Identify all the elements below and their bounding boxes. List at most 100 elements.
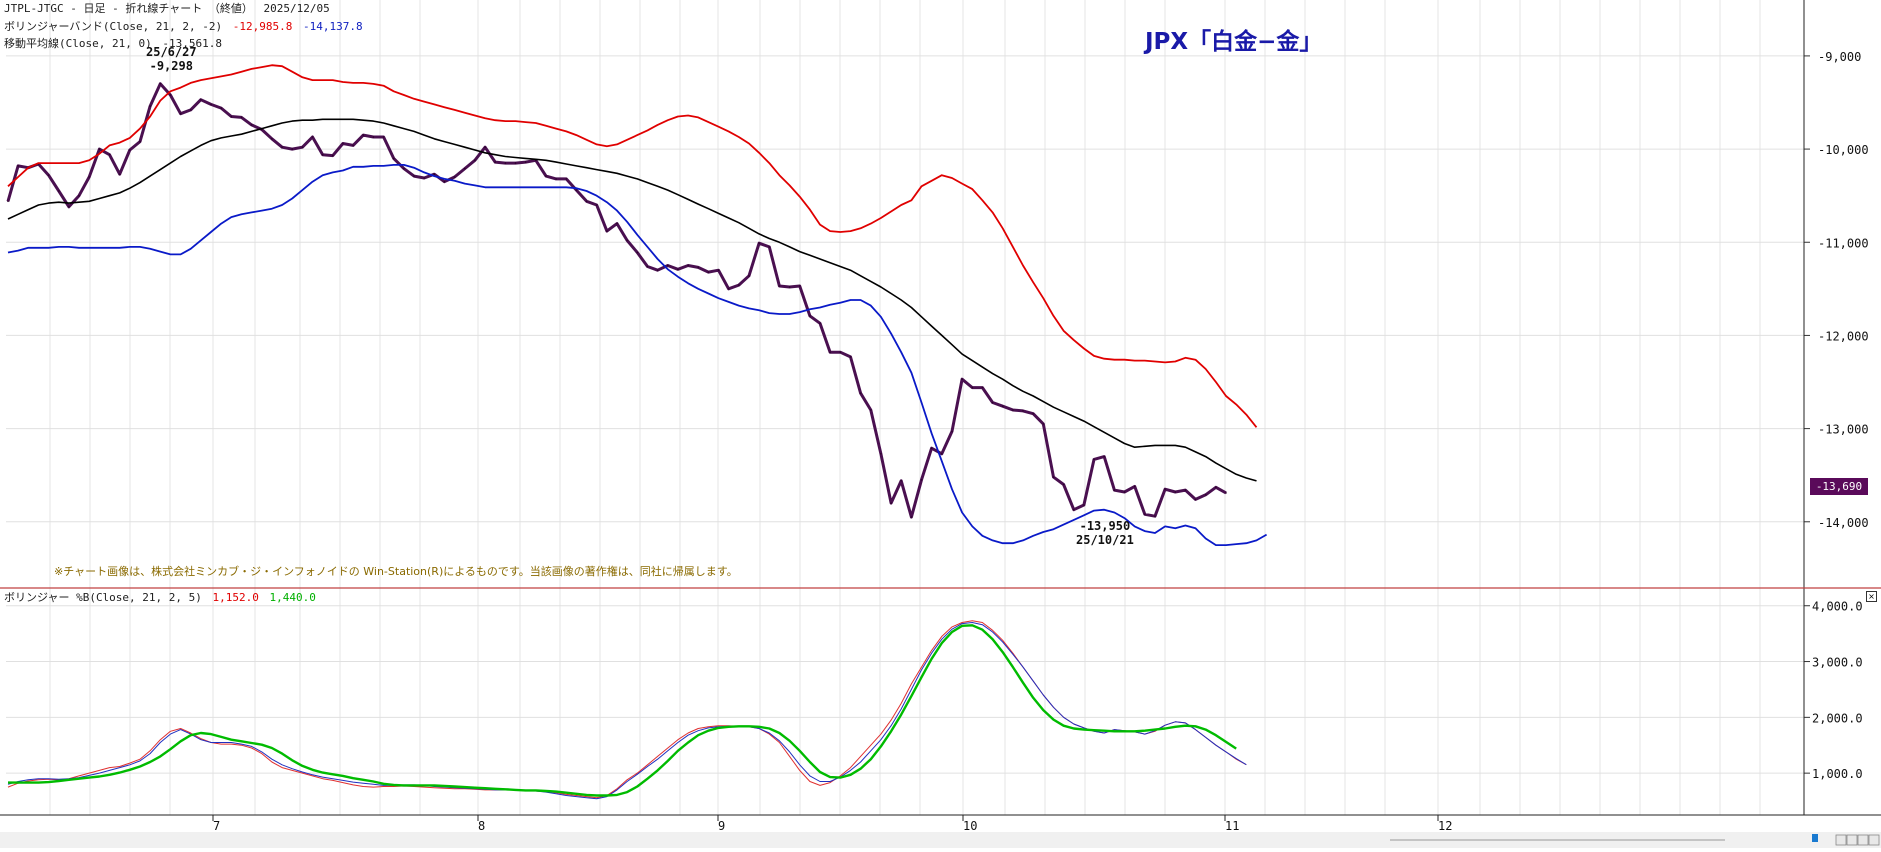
close-icon[interactable]: × [1866, 591, 1877, 602]
price-point [606, 230, 608, 232]
price-point [870, 409, 872, 411]
scroll-left-icon [1857, 834, 1869, 846]
price-point [961, 378, 963, 381]
header-line-2: ボリンジャーバンド(Close, 21, 2, -2) -12,985.8 -1… [4, 20, 367, 33]
copyright-notice: ※チャート画像は、株式会社ミンカブ・ジ・インフォノイドの Win-Station… [54, 565, 738, 578]
price-point [129, 149, 131, 151]
price-point [230, 115, 233, 118]
x-tick-label: 9 [718, 819, 725, 833]
price-point [575, 189, 578, 191]
price-point [382, 136, 385, 138]
price-point [748, 275, 750, 277]
sub-header: ボリンジャー %B(Close, 21, 2, 5) 1,152.0 1,440… [4, 591, 320, 604]
price-point [514, 162, 517, 164]
y-tick-label: -14,000 [1818, 516, 1869, 530]
price-point [880, 453, 882, 455]
price-point [1133, 485, 1136, 488]
last-price-badge: -13,690 [1810, 478, 1868, 495]
price-point [667, 264, 669, 267]
price-point [372, 136, 375, 138]
price-point [433, 173, 436, 175]
price-point [910, 516, 913, 518]
price-point [626, 239, 628, 242]
price-point [210, 103, 212, 106]
price-point [494, 161, 497, 163]
header-line-3: 移動平均線(Close, 21, 0) -13,561.8 [4, 37, 226, 50]
price-point [108, 153, 111, 156]
price-point [839, 351, 842, 354]
price-point [951, 430, 953, 433]
price-point [413, 175, 415, 177]
pb-value-2: 1,440.0 [269, 591, 316, 604]
price-point [1093, 458, 1095, 461]
price-point [991, 401, 994, 404]
price-point [169, 94, 172, 96]
price-point [98, 148, 101, 150]
y-tick-label: -9,000 [1818, 50, 1861, 64]
price-point [1001, 405, 1004, 408]
price-point [47, 174, 50, 176]
price-point [941, 453, 943, 455]
price-point [68, 206, 70, 208]
low-value-label: -13,950 [1079, 519, 1131, 533]
price-point [474, 159, 476, 162]
scrollbar-track [0, 832, 1881, 848]
price-point [423, 177, 426, 179]
x-tick-label: 11 [1225, 819, 1239, 833]
price-point [687, 264, 689, 267]
high-annotation: 25/6/27 -9,298 [146, 45, 197, 73]
price-point [1062, 483, 1065, 486]
price-point [1073, 508, 1075, 511]
header-date: 2025/12/05 [263, 2, 330, 15]
price-point [981, 386, 984, 389]
price-point [321, 153, 324, 156]
price-point [829, 351, 831, 354]
symbol-line: JTPL-JTGC - 日足 - 折れ線チャート （終値） [4, 2, 253, 15]
price-point [301, 146, 304, 148]
price-point [88, 176, 90, 178]
price-point [464, 167, 466, 170]
price-point [17, 165, 19, 167]
low-annotation: -13,950 25/10/21 [1076, 519, 1134, 547]
price-point [1215, 486, 1217, 489]
y-tick-label: -11,000 [1818, 236, 1869, 250]
price-point [1052, 476, 1055, 478]
series-line-pb_smooth [8, 624, 1237, 797]
price-point [240, 116, 243, 119]
pb-value-1: 1,152.0 [212, 591, 259, 604]
price-point [281, 146, 283, 148]
price-point [484, 146, 486, 148]
price-point [1113, 489, 1116, 491]
price-point [798, 285, 801, 287]
price-point [920, 479, 923, 481]
price-point [595, 204, 598, 206]
scroll-handle [1812, 834, 1818, 842]
y-tick-label: 4,000.0 [1812, 600, 1863, 614]
price-point [849, 356, 852, 358]
price-point [656, 269, 659, 272]
price-point [788, 286, 791, 288]
price-point [453, 176, 456, 178]
price-point [1184, 489, 1187, 491]
low-date-label: 25/10/21 [1076, 533, 1134, 547]
high-date-label: 25/6/27 [146, 45, 197, 59]
y-tick-label: -12,000 [1818, 329, 1869, 343]
series-line-upper [7, 64, 1258, 428]
price-point [1042, 423, 1045, 425]
price-point [1154, 515, 1156, 517]
series-line-lower [7, 163, 1268, 546]
price-point [179, 112, 182, 115]
price-point [585, 200, 588, 203]
price-point [758, 242, 760, 244]
price-point [403, 167, 405, 170]
price-point [149, 105, 151, 107]
price-point [78, 194, 80, 197]
price-point [291, 148, 294, 150]
price-point [1174, 491, 1177, 493]
price-point [250, 124, 253, 126]
price-point [271, 138, 273, 140]
scroll-right-icon [1868, 834, 1880, 846]
price-point [1194, 498, 1197, 501]
price-point [859, 392, 862, 395]
